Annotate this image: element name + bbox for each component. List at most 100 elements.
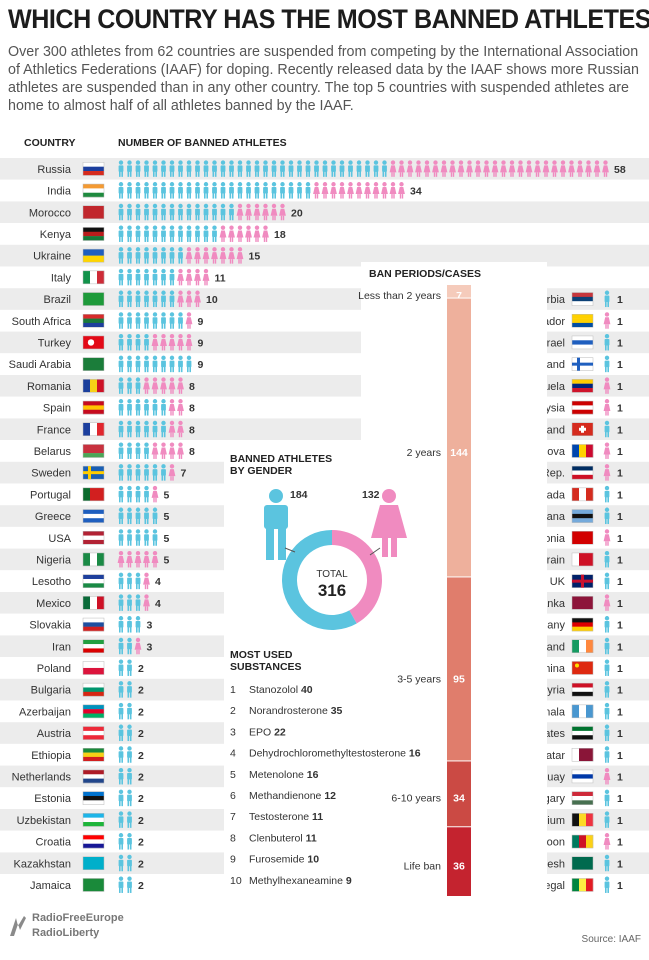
flag-serbia-icon — [571, 292, 594, 306]
country-label: France — [37, 424, 71, 436]
athlete-count-label: 1 — [617, 706, 623, 718]
athlete-bar — [118, 442, 184, 459]
athlete-bar — [118, 268, 210, 286]
athlete-bar — [603, 312, 611, 329]
flag-canada-icon — [571, 487, 594, 502]
athlete-count-label: 2 — [138, 858, 144, 870]
flag-india-icon — [82, 183, 105, 198]
flag-botswana-icon — [571, 509, 594, 523]
substance-rank: 10 — [230, 875, 242, 887]
athlete-bar — [604, 724, 610, 742]
flag-china-icon — [571, 661, 594, 675]
flag-estonia-icon — [82, 791, 105, 805]
athlete-count-label: 5 — [164, 489, 170, 501]
athlete-count-label: 5 — [164, 554, 170, 566]
athlete-count-label: 18 — [274, 229, 286, 241]
flag-bulgaria-icon — [82, 682, 105, 697]
athlete-bar — [603, 594, 611, 611]
flag-malaysia-icon — [571, 400, 594, 415]
athlete-count-label: 1 — [617, 750, 623, 762]
flag-austria-icon — [82, 726, 105, 740]
rferl-logo-icon — [10, 916, 26, 936]
logo-text-line2: RadioLiberty — [32, 927, 100, 939]
athlete-count-label: 2 — [138, 815, 144, 827]
athlete-count-label: 1 — [617, 446, 623, 458]
athlete-bar — [604, 637, 610, 655]
flag-netherlands-icon — [82, 769, 105, 784]
athlete-count-label: 1 — [617, 685, 623, 697]
athlete-bar — [604, 333, 610, 351]
country-label: South Africa — [12, 316, 72, 328]
rferl-logo: RadioFreeEurope RadioLiberty — [8, 910, 148, 946]
athlete-bar — [604, 420, 610, 438]
athlete-bar — [118, 724, 132, 742]
athlete-bar — [604, 355, 610, 373]
athlete-count-label: 2 — [138, 750, 144, 762]
athlete-count-label: 1 — [617, 316, 623, 328]
athlete-bar — [604, 789, 610, 807]
athlete-bar — [603, 833, 611, 850]
athlete-bar — [604, 659, 610, 676]
athlete-count-label: 1 — [617, 815, 623, 827]
flag-jamaica-icon — [82, 878, 105, 892]
athlete-count-label: 1 — [617, 533, 623, 545]
country-label: Kenya — [40, 229, 72, 241]
athlete-bar — [604, 854, 610, 872]
athlete-bar — [118, 420, 184, 438]
flag-switzerland-icon — [571, 422, 594, 436]
ban-period-segment — [447, 298, 471, 577]
athlete-bar — [118, 399, 184, 416]
substance-rank: 9 — [230, 854, 236, 866]
country-label: Austria — [37, 728, 72, 740]
athlete-count-label: 1 — [617, 728, 623, 740]
flag-italy-icon — [82, 270, 105, 285]
flag-guatemala-icon — [571, 704, 594, 719]
athlete-bar — [118, 160, 609, 177]
athlete-bar — [603, 442, 611, 459]
country-label: India — [47, 186, 72, 198]
country-label: Spain — [43, 403, 71, 415]
athlete-bar — [603, 399, 611, 416]
athlete-count-label: 2 — [138, 771, 144, 783]
female-figure-icon — [371, 489, 407, 557]
ban-period-segment — [447, 577, 471, 761]
athlete-bar — [118, 594, 150, 611]
athlete-bar — [603, 767, 611, 785]
athlete-count-label: 1 — [617, 424, 623, 436]
athlete-bar — [604, 616, 610, 633]
flag-ireland-icon — [571, 639, 594, 653]
female-slice — [332, 530, 382, 624]
country-label: Netherlands — [12, 771, 72, 783]
country-label: Lesotho — [32, 576, 71, 588]
athlete-bar — [604, 550, 610, 568]
connector-line — [284, 547, 296, 553]
ban-period-label: 3-5 years — [397, 674, 441, 686]
connector-line — [369, 547, 381, 556]
flag-brazil-icon — [82, 292, 105, 306]
athlete-bar — [118, 659, 132, 676]
ban-period-segment — [447, 827, 471, 896]
country-label: Poland — [37, 663, 71, 675]
athlete-count-label: 8 — [189, 381, 195, 393]
country-label: Ukraine — [33, 251, 71, 263]
athlete-bar — [118, 333, 193, 351]
country-label: Jamaica — [30, 880, 72, 892]
ban-period-segment — [447, 285, 471, 298]
athlete-bar — [603, 464, 611, 481]
substance-name: Stanozolol 40 — [249, 684, 313, 696]
athlete-count-label: 8 — [189, 446, 195, 458]
athlete-bar — [118, 529, 158, 546]
substance-name: Furosemide 10 — [249, 854, 319, 866]
athlete-count-label: 5 — [164, 511, 170, 523]
athlete-count-label: 15 — [249, 251, 261, 263]
flag-turkey-icon — [82, 335, 105, 350]
athlete-count-label: 2 — [138, 728, 144, 740]
athlete-count-label: 1 — [617, 880, 623, 892]
flag-portugal-icon — [82, 487, 105, 502]
substance-rank: 3 — [230, 726, 236, 738]
flag-azerbaijan-icon — [82, 704, 105, 719]
substance-name: Metenolone 16 — [249, 769, 319, 781]
athlete-bar — [603, 529, 611, 546]
athlete-bar — [118, 746, 132, 763]
